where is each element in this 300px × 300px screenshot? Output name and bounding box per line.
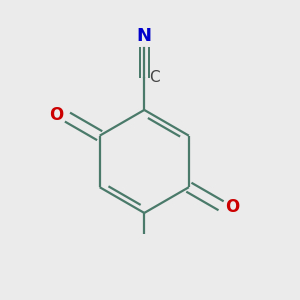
Text: O: O (225, 198, 240, 216)
Text: O: O (49, 106, 63, 124)
Text: C: C (149, 70, 160, 85)
Text: N: N (137, 27, 152, 45)
